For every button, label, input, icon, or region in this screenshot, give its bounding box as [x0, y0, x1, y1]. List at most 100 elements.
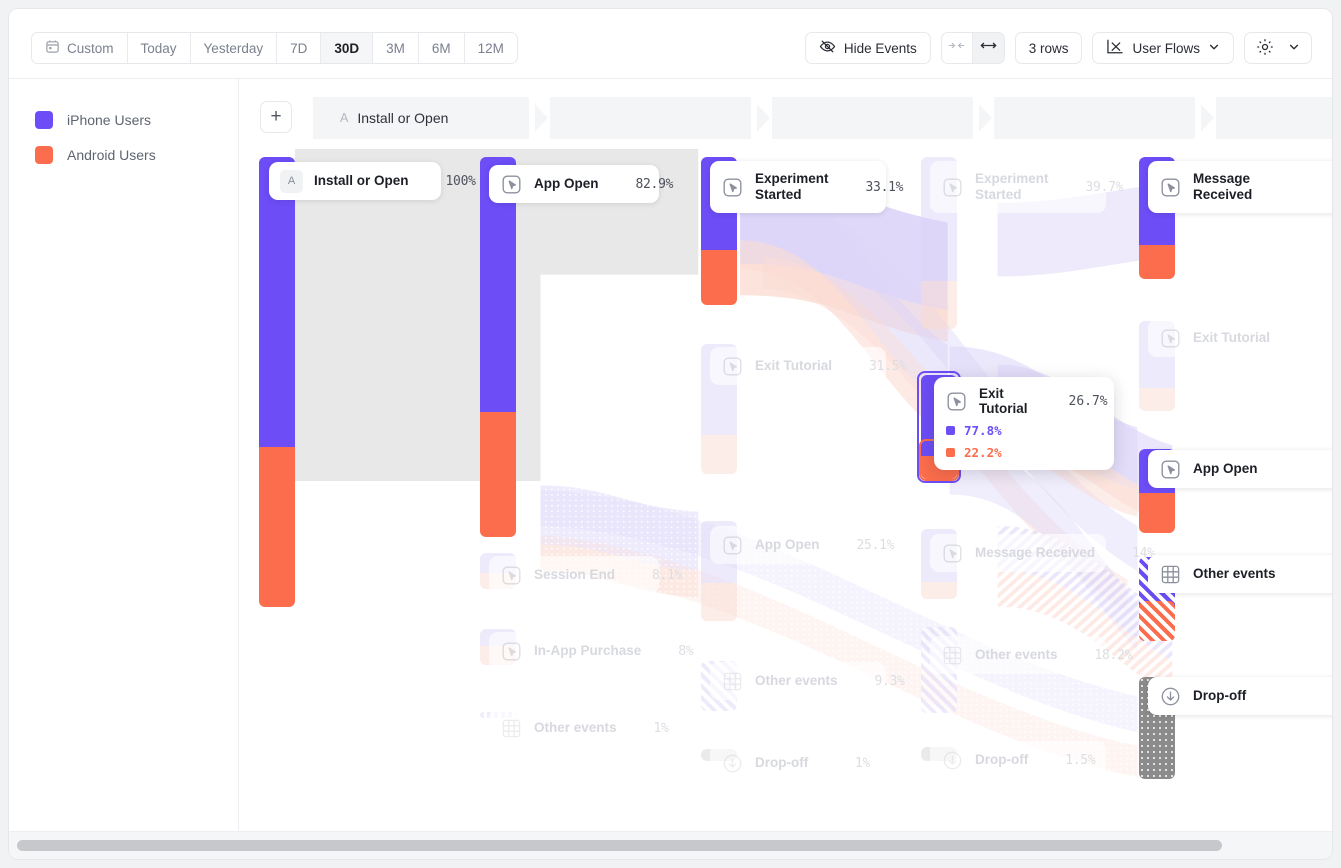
- view-type-dropdown[interactable]: User Flows: [1092, 32, 1234, 64]
- range-7d[interactable]: 7D: [277, 33, 322, 63]
- cursor-box-icon: [721, 534, 744, 557]
- node-bar-app-open-c2[interactable]: [480, 157, 516, 537]
- chevron-notch-icon: [1194, 97, 1216, 139]
- node-chip-drop-off-c5[interactable]: Drop-off: [1148, 677, 1332, 715]
- collapse-width-button[interactable]: [941, 33, 973, 63]
- step-prefix: A: [340, 111, 349, 125]
- segment-android: [701, 583, 737, 621]
- calendar-icon: [45, 39, 60, 57]
- breadcrumb-step-4[interactable]: [979, 97, 1216, 139]
- settings-dropdown-button[interactable]: [1244, 32, 1312, 64]
- node-label: Exit Tutorial: [1193, 329, 1271, 345]
- node-chip-other-events-c4[interactable]: Other events 18.2%: [930, 636, 1132, 674]
- cursor-box-icon: [1159, 327, 1182, 350]
- breadcrumb-step-3[interactable]: [757, 97, 994, 139]
- segment-android: [701, 250, 737, 305]
- node-chip-exit-tutorial-c5[interactable]: Exit Tutorial: [1148, 319, 1332, 357]
- node-label: Other events: [1193, 565, 1276, 581]
- tooltip-value: 22.2%: [964, 445, 1002, 460]
- node-label: Message Received: [975, 544, 1096, 560]
- eye-off-icon: [819, 38, 836, 58]
- hide-events-button[interactable]: Hide Events: [804, 32, 931, 64]
- tooltip-breakdown-android: 22.2%: [945, 445, 1098, 460]
- node-bar-other-events-c5-lower: [1139, 601, 1175, 641]
- node-chip-app-open-c3[interactable]: App Open 25.1%: [710, 526, 894, 564]
- range-yesterday[interactable]: Yesterday: [190, 33, 278, 63]
- node-label: Other events: [975, 646, 1058, 662]
- download-icon: [721, 752, 744, 775]
- node-label: App Open: [755, 536, 820, 552]
- node-chip-in-app-purchase[interactable]: In-App Purchase 8%: [489, 632, 694, 670]
- rows-label: 3 rows: [1028, 40, 1069, 56]
- node-chip-drop-off-c3[interactable]: Drop-off 1%: [710, 744, 886, 782]
- legend-item-android-users[interactable]: Android Users: [9, 137, 238, 172]
- range-30d[interactable]: 30D: [321, 33, 374, 63]
- node-chip-exit-tutorial-c3[interactable]: Exit Tutorial 31.5%: [710, 347, 907, 385]
- grid-icon: [941, 644, 964, 667]
- flow-canvas: + A Install or Open: [239, 79, 1332, 831]
- scrollbar-thumb[interactable]: [17, 840, 1222, 851]
- sankey-flow-area: A Install or Open 100% App Open 82.9%: [239, 149, 1332, 831]
- cursor-box-icon: [941, 176, 964, 199]
- tooltip-value: 77.8%: [964, 423, 1002, 438]
- date-range-selector[interactable]: Custom Today Yesterday 7D 30D 3M 6M 12M: [31, 32, 518, 64]
- node-chip-drop-off-c4[interactable]: Drop-off 1.5%: [930, 741, 1106, 779]
- expand-width-button[interactable]: [972, 33, 1004, 63]
- arrows-expand-icon: [980, 39, 997, 57]
- hide-events-label: Hide Events: [843, 40, 917, 56]
- legend-list: iPhone Users Android Users: [9, 79, 238, 172]
- step-breadcrumb-bar: A Install or Open: [313, 97, 1332, 139]
- legend-swatch: [35, 110, 53, 129]
- chevron-down-icon: [1288, 41, 1300, 56]
- cursor-box-icon: [721, 355, 744, 378]
- segment-android: [1139, 387, 1175, 411]
- breadcrumb-step-5[interactable]: [1201, 97, 1332, 139]
- segment-android: [1139, 492, 1175, 533]
- segment-android: [1139, 244, 1175, 279]
- range-custom[interactable]: Custom: [32, 33, 128, 63]
- node-tooltip-exit-tutorial[interactable]: Exit Tutorial 26.7% 77.8% 22.2%: [934, 377, 1114, 470]
- node-label: Experiment Started: [975, 170, 1049, 202]
- arrows-collapse-icon: [948, 39, 965, 57]
- range-6m[interactable]: 6M: [418, 33, 465, 63]
- breadcrumb-step-2[interactable]: [535, 97, 772, 139]
- segment-android: [259, 447, 295, 607]
- node-chip-app-open-c2[interactable]: App Open 82.9%: [489, 165, 673, 203]
- node-chip-experiment-started-c3[interactable]: Experiment Started 33.1%: [710, 161, 903, 213]
- cursor-box-icon: [1159, 458, 1182, 481]
- node-chip-other-events-c5[interactable]: Other events: [1148, 555, 1332, 593]
- node-chip-install-or-open[interactable]: A Install or Open 100%: [269, 162, 476, 200]
- segment-iphone: [259, 157, 295, 448]
- node-label: Other events: [534, 719, 617, 735]
- node-label: Other events: [755, 672, 838, 688]
- node-percent: 18.2%: [1094, 647, 1133, 663]
- rows-selector-button[interactable]: 3 rows: [1014, 32, 1083, 64]
- range-today[interactable]: Today: [127, 33, 191, 63]
- node-chip-message-received-c4[interactable]: Message Received 14%: [930, 534, 1155, 572]
- top-toolbar: Custom Today Yesterday 7D 30D 3M 6M 12M …: [9, 9, 1332, 79]
- tooltip-header: Exit Tutorial 26.7%: [945, 386, 1108, 416]
- range-12m[interactable]: 12M: [464, 33, 517, 63]
- node-chip-other-events-c2[interactable]: Other events 1%: [489, 709, 669, 747]
- add-step-button[interactable]: +: [260, 101, 292, 133]
- chevron-down-icon: [1208, 41, 1220, 56]
- node-label: Message Received: [1193, 170, 1253, 202]
- horizontal-scrollbar[interactable]: [9, 831, 1332, 859]
- legend-item-iphone-users[interactable]: iPhone Users: [9, 102, 238, 137]
- tooltip-percent: 26.7%: [1068, 393, 1108, 409]
- scrollbar-track[interactable]: [17, 840, 1324, 851]
- node-bar-install-or-open[interactable]: [259, 157, 295, 607]
- node-percent: 100%: [445, 173, 476, 189]
- node-chip-app-open-c5[interactable]: App Open: [1148, 450, 1332, 488]
- node-chip-experiment-started-c4[interactable]: Experiment Started 39.7%: [930, 161, 1123, 213]
- node-chip-message-received-c5[interactable]: Message Received: [1148, 161, 1332, 213]
- cursor-box-icon: [500, 640, 523, 663]
- range-3m[interactable]: 3M: [373, 33, 419, 63]
- node-chip-other-events-c3[interactable]: Other events 9.3%: [710, 662, 905, 700]
- legend-swatch: [946, 448, 955, 457]
- node-chip-session-end[interactable]: Session End 8.1%: [489, 556, 682, 594]
- segment-android: [701, 435, 737, 474]
- cursor-box-icon: [941, 542, 964, 565]
- flow-icon: [1106, 39, 1124, 58]
- breadcrumb-step-1[interactable]: A Install or Open: [313, 97, 550, 139]
